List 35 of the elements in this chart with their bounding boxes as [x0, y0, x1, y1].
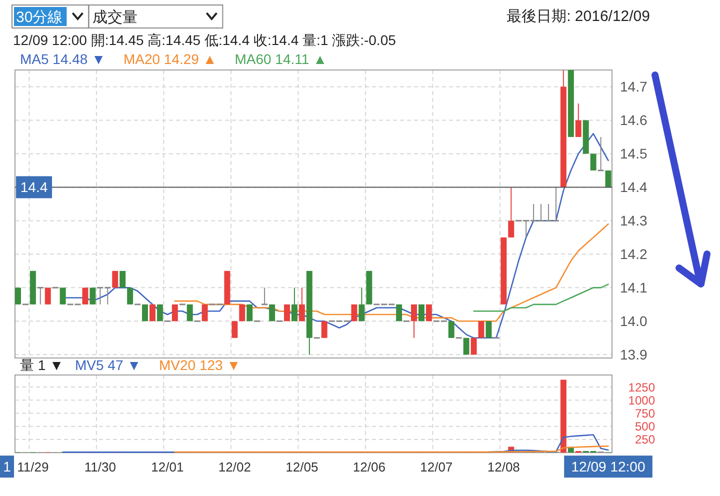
text: 30分線 — [16, 9, 63, 26]
y-tick-label: 14.4 — [620, 179, 648, 196]
y-tick-label: 14.7 — [620, 78, 648, 95]
text: MA5 14.48 ▼ — [20, 51, 106, 67]
y-tick-label: 14.2 — [620, 246, 648, 262]
x-tick-label: 12/09 12:00 — [571, 458, 646, 475]
y-tick-label: 14.6 — [620, 112, 648, 128]
y-tick-label: 14.1 — [620, 280, 648, 296]
y-tick-label: 14.5 — [620, 146, 648, 162]
chart-subtitle: 12/09 12:00 開:14.45 高:14.45 低:14.4 收:14.4 量:1 漲跌:-0.05 — [13, 32, 396, 48]
ref-line-label: 14.4 — [20, 179, 48, 196]
text: 1 — [3, 458, 12, 475]
x-tick-label: 11/30 — [84, 460, 116, 475]
y-tick-label: 500 — [634, 420, 656, 434]
x-tick-label: 12/07 — [420, 460, 453, 475]
y-tick-label: 14.0 — [620, 313, 648, 330]
y-tick-label: 1250 — [628, 380, 656, 394]
x-tick-label: 12/06 — [352, 460, 386, 475]
chart-title: 最後日期: 2016/12/09 — [506, 8, 650, 25]
text: 成交量 — [92, 9, 138, 26]
text: MV5 47 ▼ — [75, 357, 141, 373]
x-tick-label: 12/08 — [487, 460, 520, 475]
x-tick-label: 12/02 — [218, 460, 251, 475]
y-tick-label: 13.9 — [620, 346, 648, 363]
x-tick-label: 11/29 — [17, 460, 49, 475]
text: MA20 14.29 ▲ — [123, 51, 217, 67]
y-tick-label: 250 — [634, 432, 656, 447]
y-tick-label: 14.3 — [620, 212, 648, 229]
x-tick-label: 12/01 — [151, 460, 184, 475]
annotation: 量 1 ▼ — [20, 357, 64, 373]
y-tick-label: 1000 — [628, 393, 656, 408]
y-tick-label: 750 — [634, 406, 656, 420]
text: MA60 14.11 ▲ — [234, 51, 327, 67]
x-tick-label: 12/05 — [286, 460, 318, 475]
text: MV20 123 ▼ — [159, 357, 241, 373]
